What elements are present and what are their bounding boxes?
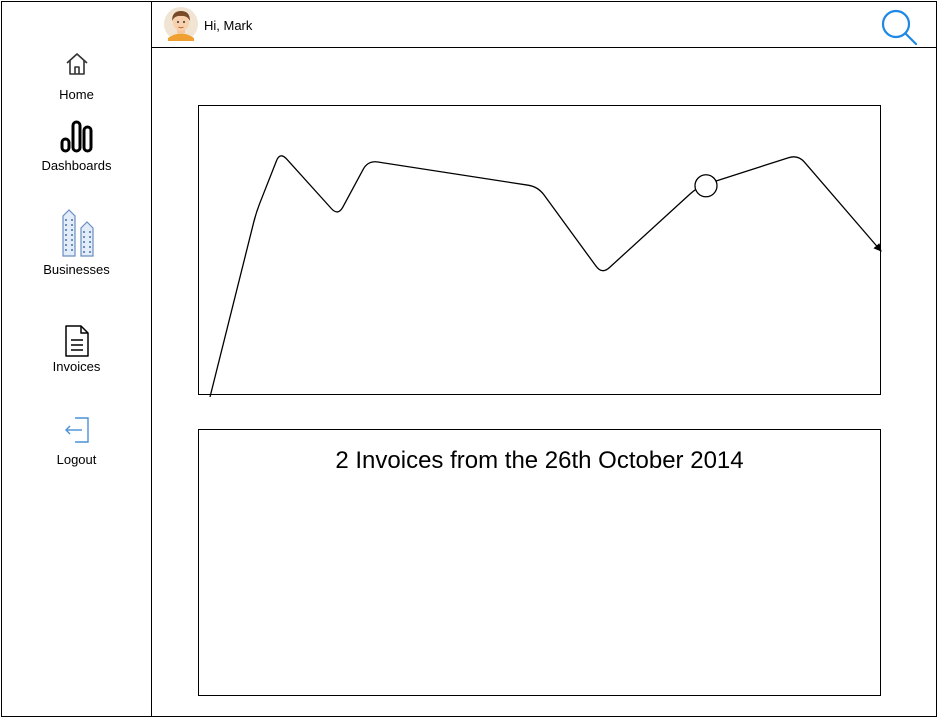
series-line <box>209 155 882 398</box>
user-greeting: Hi, Mark <box>204 18 253 33</box>
sidebar-item-invoices[interactable]: Invoices <box>1 323 152 375</box>
sidebar-item-dashboards[interactable]: Dashboards <box>1 119 152 174</box>
buildings-icon <box>61 209 94 257</box>
sidebar-item-businesses[interactable]: Businesses <box>1 208 152 278</box>
invoice-panel: 2 Invoices from the 26th October 2014 <box>198 429 881 696</box>
top-header: Hi, Mark <box>152 1 937 48</box>
invoice-panel-title: 2 Invoices from the 26th October 2014 <box>335 447 744 474</box>
bar-chart-icon <box>60 120 92 153</box>
sidebar-item-label: Dashboards <box>41 158 112 173</box>
sidebar: Home Dashboards <box>1 1 152 717</box>
home-icon <box>65 53 88 75</box>
sidebar-item-label: Logout <box>56 452 97 467</box>
sidebar-item-home[interactable]: Home <box>1 51 152 103</box>
highlighted-point[interactable] <box>694 174 718 198</box>
chart-panel <box>198 105 882 398</box>
sidebar-item-label: Businesses <box>43 262 110 277</box>
avatar[interactable] <box>164 7 198 41</box>
sidebar-item-logout[interactable]: Logout <box>1 415 152 468</box>
line-chart <box>209 155 882 398</box>
document-icon <box>64 325 89 357</box>
sidebar-item-label: Home <box>59 87 94 102</box>
logout-icon <box>64 417 89 443</box>
search-icon[interactable] <box>879 7 919 47</box>
sidebar-item-label: Invoices <box>52 359 101 374</box>
